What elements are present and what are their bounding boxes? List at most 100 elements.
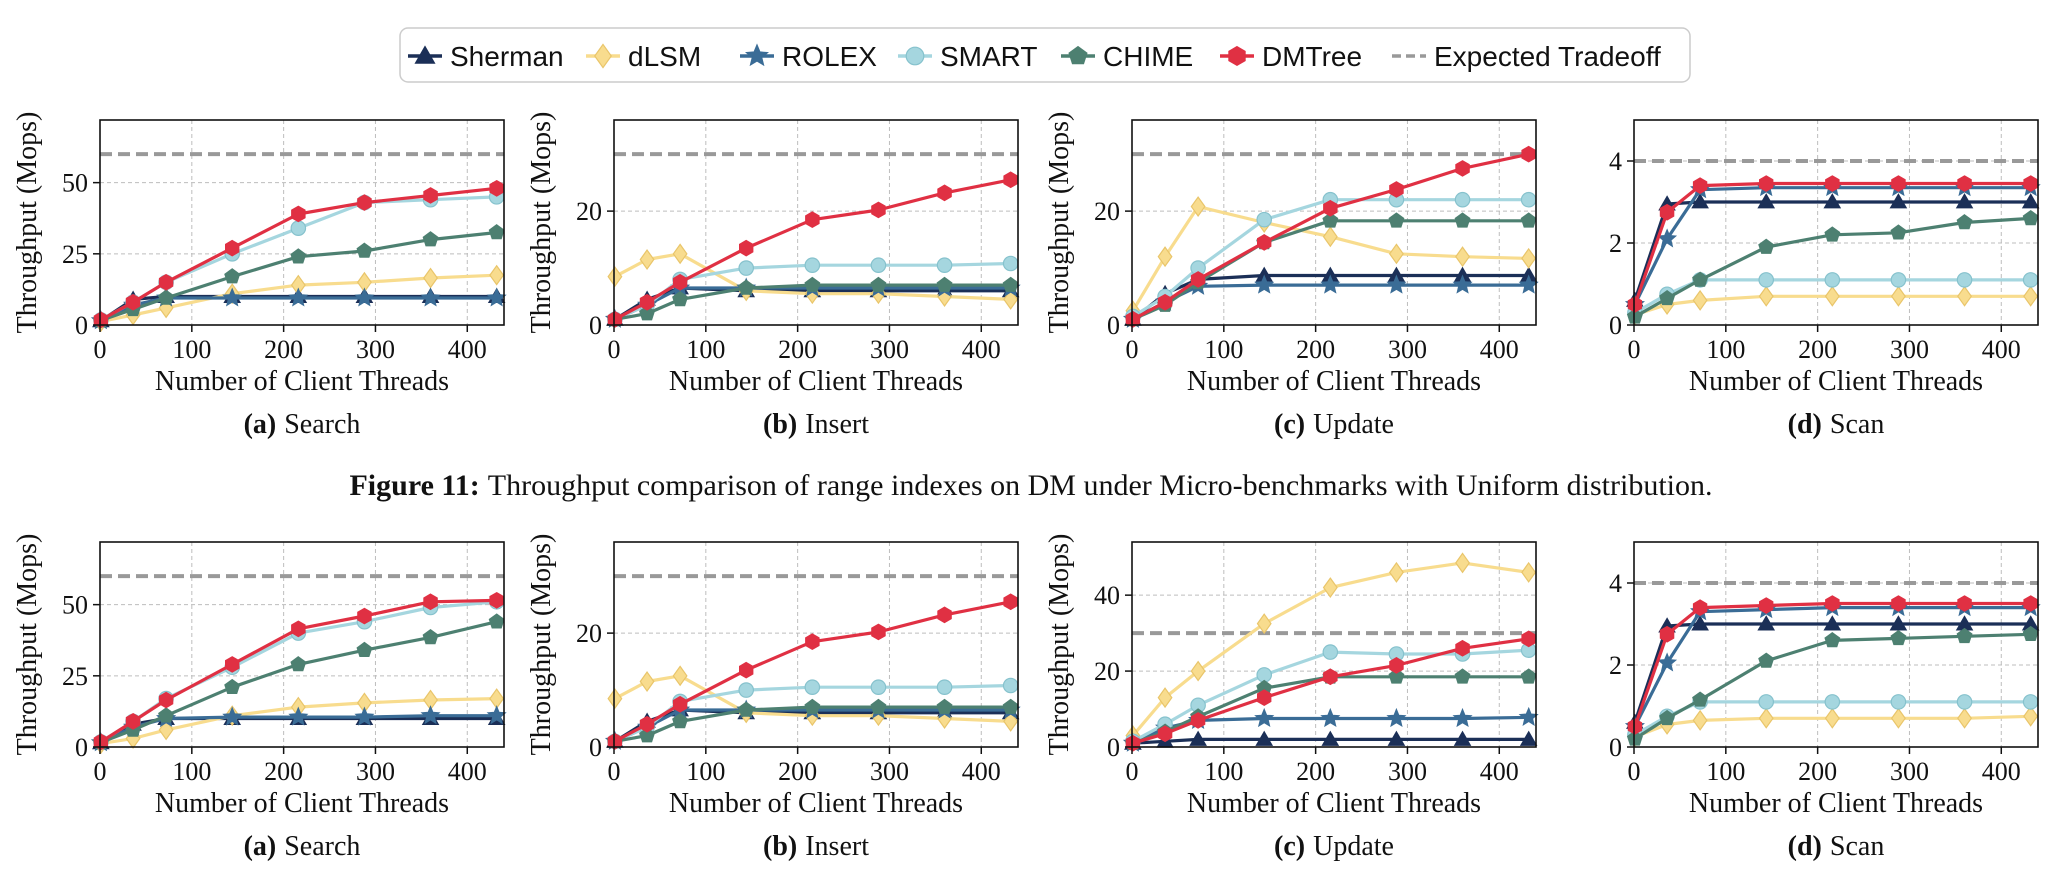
x-tick-label: 0 [1628,757,1641,786]
y-tick-label: 0 [1107,733,1120,762]
subplot-caption-text: Search [284,409,360,440]
data-point-rolex [1657,652,1678,672]
chart-panel-2-insert: 0 100 200 300 400 0 20 Number of Client Threads… [526,534,1021,862]
plot-frame [613,119,1019,326]
legend-label-rolex: ROLEX [782,41,877,72]
data-point-dmtree [93,311,109,329]
data-point-dmtree [125,713,141,730]
data-point-dmtree [158,691,174,709]
x-tick-label: 200 [1296,757,1335,786]
data-point-dmtree [1389,657,1404,674]
data-point-sherman [1691,193,1709,209]
data-point-dmtree [1125,311,1141,328]
data-point-smart [804,257,821,274]
data-point-smart [936,679,953,696]
x-axis-label: Number of Client Threads [155,788,449,819]
data-point-chime [1890,224,1907,240]
subplot-caption-text: Scan [1830,409,1884,440]
subplot-caption: (d) Scan [1788,831,1885,862]
x-tick-label: 100 [172,757,211,786]
data-point-chime [1692,691,1709,707]
series-dmtree [1627,175,2038,313]
chart-panel-1-insert: 0 100 200 300 400 0 20 Number of Client Threads… [526,112,1021,440]
data-point-rolex [1657,228,1678,248]
x-tick-label: 400 [1982,335,2021,364]
y-tick-label: 20 [1094,657,1120,686]
y-tick-label: 25 [62,662,88,691]
data-point-dmtree [1957,595,1972,612]
y-tick-label: 0 [75,311,88,340]
subplot-caption-label: (d) [1788,831,1822,862]
legend-item-chime: CHIME [1061,41,1193,72]
chart-panel-2-scan: 0 100 200 300 400 0 2 4 Number of Client Threads… [1609,541,2041,862]
x-axis-label: Number of Client Threads [1689,366,1983,397]
data-point-smart [1322,644,1339,660]
data-point-smart [1890,272,1907,288]
x-tick-label: 100 [172,335,211,364]
data-point-chime [2022,209,2039,226]
legend-marker-dmtree [1228,45,1246,66]
data-point-dlsm [639,249,655,270]
data-point-dmtree [1157,725,1173,743]
data-point-dmtree [805,211,820,228]
data-point-chime [1659,709,1676,726]
data-point-rolex [1518,706,1539,726]
subplot-caption-label: (d) [1788,409,1822,440]
data-point-chime [1322,212,1339,228]
x-axis-label: Number of Client Threads [669,366,963,397]
chart-panel-2-search: 0 100 200 300 400 0 25 50 Number of Client Threa… [12,534,507,862]
subplot-caption-label: (b) [763,409,797,440]
x-tick-label: 0 [608,757,621,786]
chart-panel-1-update: 0 100 200 300 400 0 20 Number of Client Threads… [1044,112,1539,440]
legend-item-rolex: ROLEX [740,41,877,72]
data-point-smart [870,257,887,274]
x-axis-label: Number of Client Threads [155,366,449,397]
subplot-caption: (a) Search [244,409,361,440]
data-point-dmtree [225,656,240,673]
data-point-chime [1758,238,1775,254]
data-point-dmtree [607,733,623,750]
data-point-smart [1824,694,1841,710]
data-point-sherman [2021,193,2040,209]
data-point-dlsm [1521,247,1537,269]
data-point-sherman [1757,193,1776,209]
data-point-chime [488,613,505,629]
y-tick-label: 2 [1609,651,1622,680]
data-point-chime [422,628,439,645]
y-tick-label: 20 [576,619,602,648]
y-tick-label: 0 [1609,733,1622,762]
data-point-dmtree [1891,175,1906,192]
x-tick-label: 100 [1706,757,1745,786]
data-point-dmtree [1157,293,1173,311]
data-point-dlsm [1890,707,1906,729]
data-point-dmtree [937,606,952,624]
subplot-caption: (b) Insert [763,409,869,440]
data-point-dmtree [291,620,306,638]
x-tick-label: 100 [686,757,725,786]
subplot-caption-label: (c) [1274,831,1305,862]
data-point-dmtree [1455,639,1470,657]
x-tick-label: 300 [1890,757,1929,786]
data-point-chime [1454,668,1471,684]
x-tick-label: 0 [1628,335,1641,364]
data-point-sherman [1453,730,1472,746]
x-axis-label: Number of Client Threads [1187,366,1481,397]
data-point-dlsm [1190,660,1206,682]
data-point-chime [158,289,175,305]
x-axis-label: Number of Client Threads [669,788,963,819]
plot-frame [99,119,505,326]
data-point-rolex [486,287,507,307]
y-axis-label: Throughput (Mops) [526,534,557,756]
figure-caption-label: Figure 11: [349,469,479,502]
legend-label-dlsm: dLSM [628,41,701,72]
data-point-dlsm [607,688,623,710]
plot-frame [1633,119,2039,326]
data-point-dmtree [1627,296,1643,313]
data-point-sherman [1823,615,1842,631]
subplot-caption-text: Search [284,831,360,862]
data-point-chime [1824,632,1841,648]
data-point-dlsm [2023,285,2039,307]
data-point-dlsm [1455,246,1471,268]
data-point-chime [1890,629,1907,646]
